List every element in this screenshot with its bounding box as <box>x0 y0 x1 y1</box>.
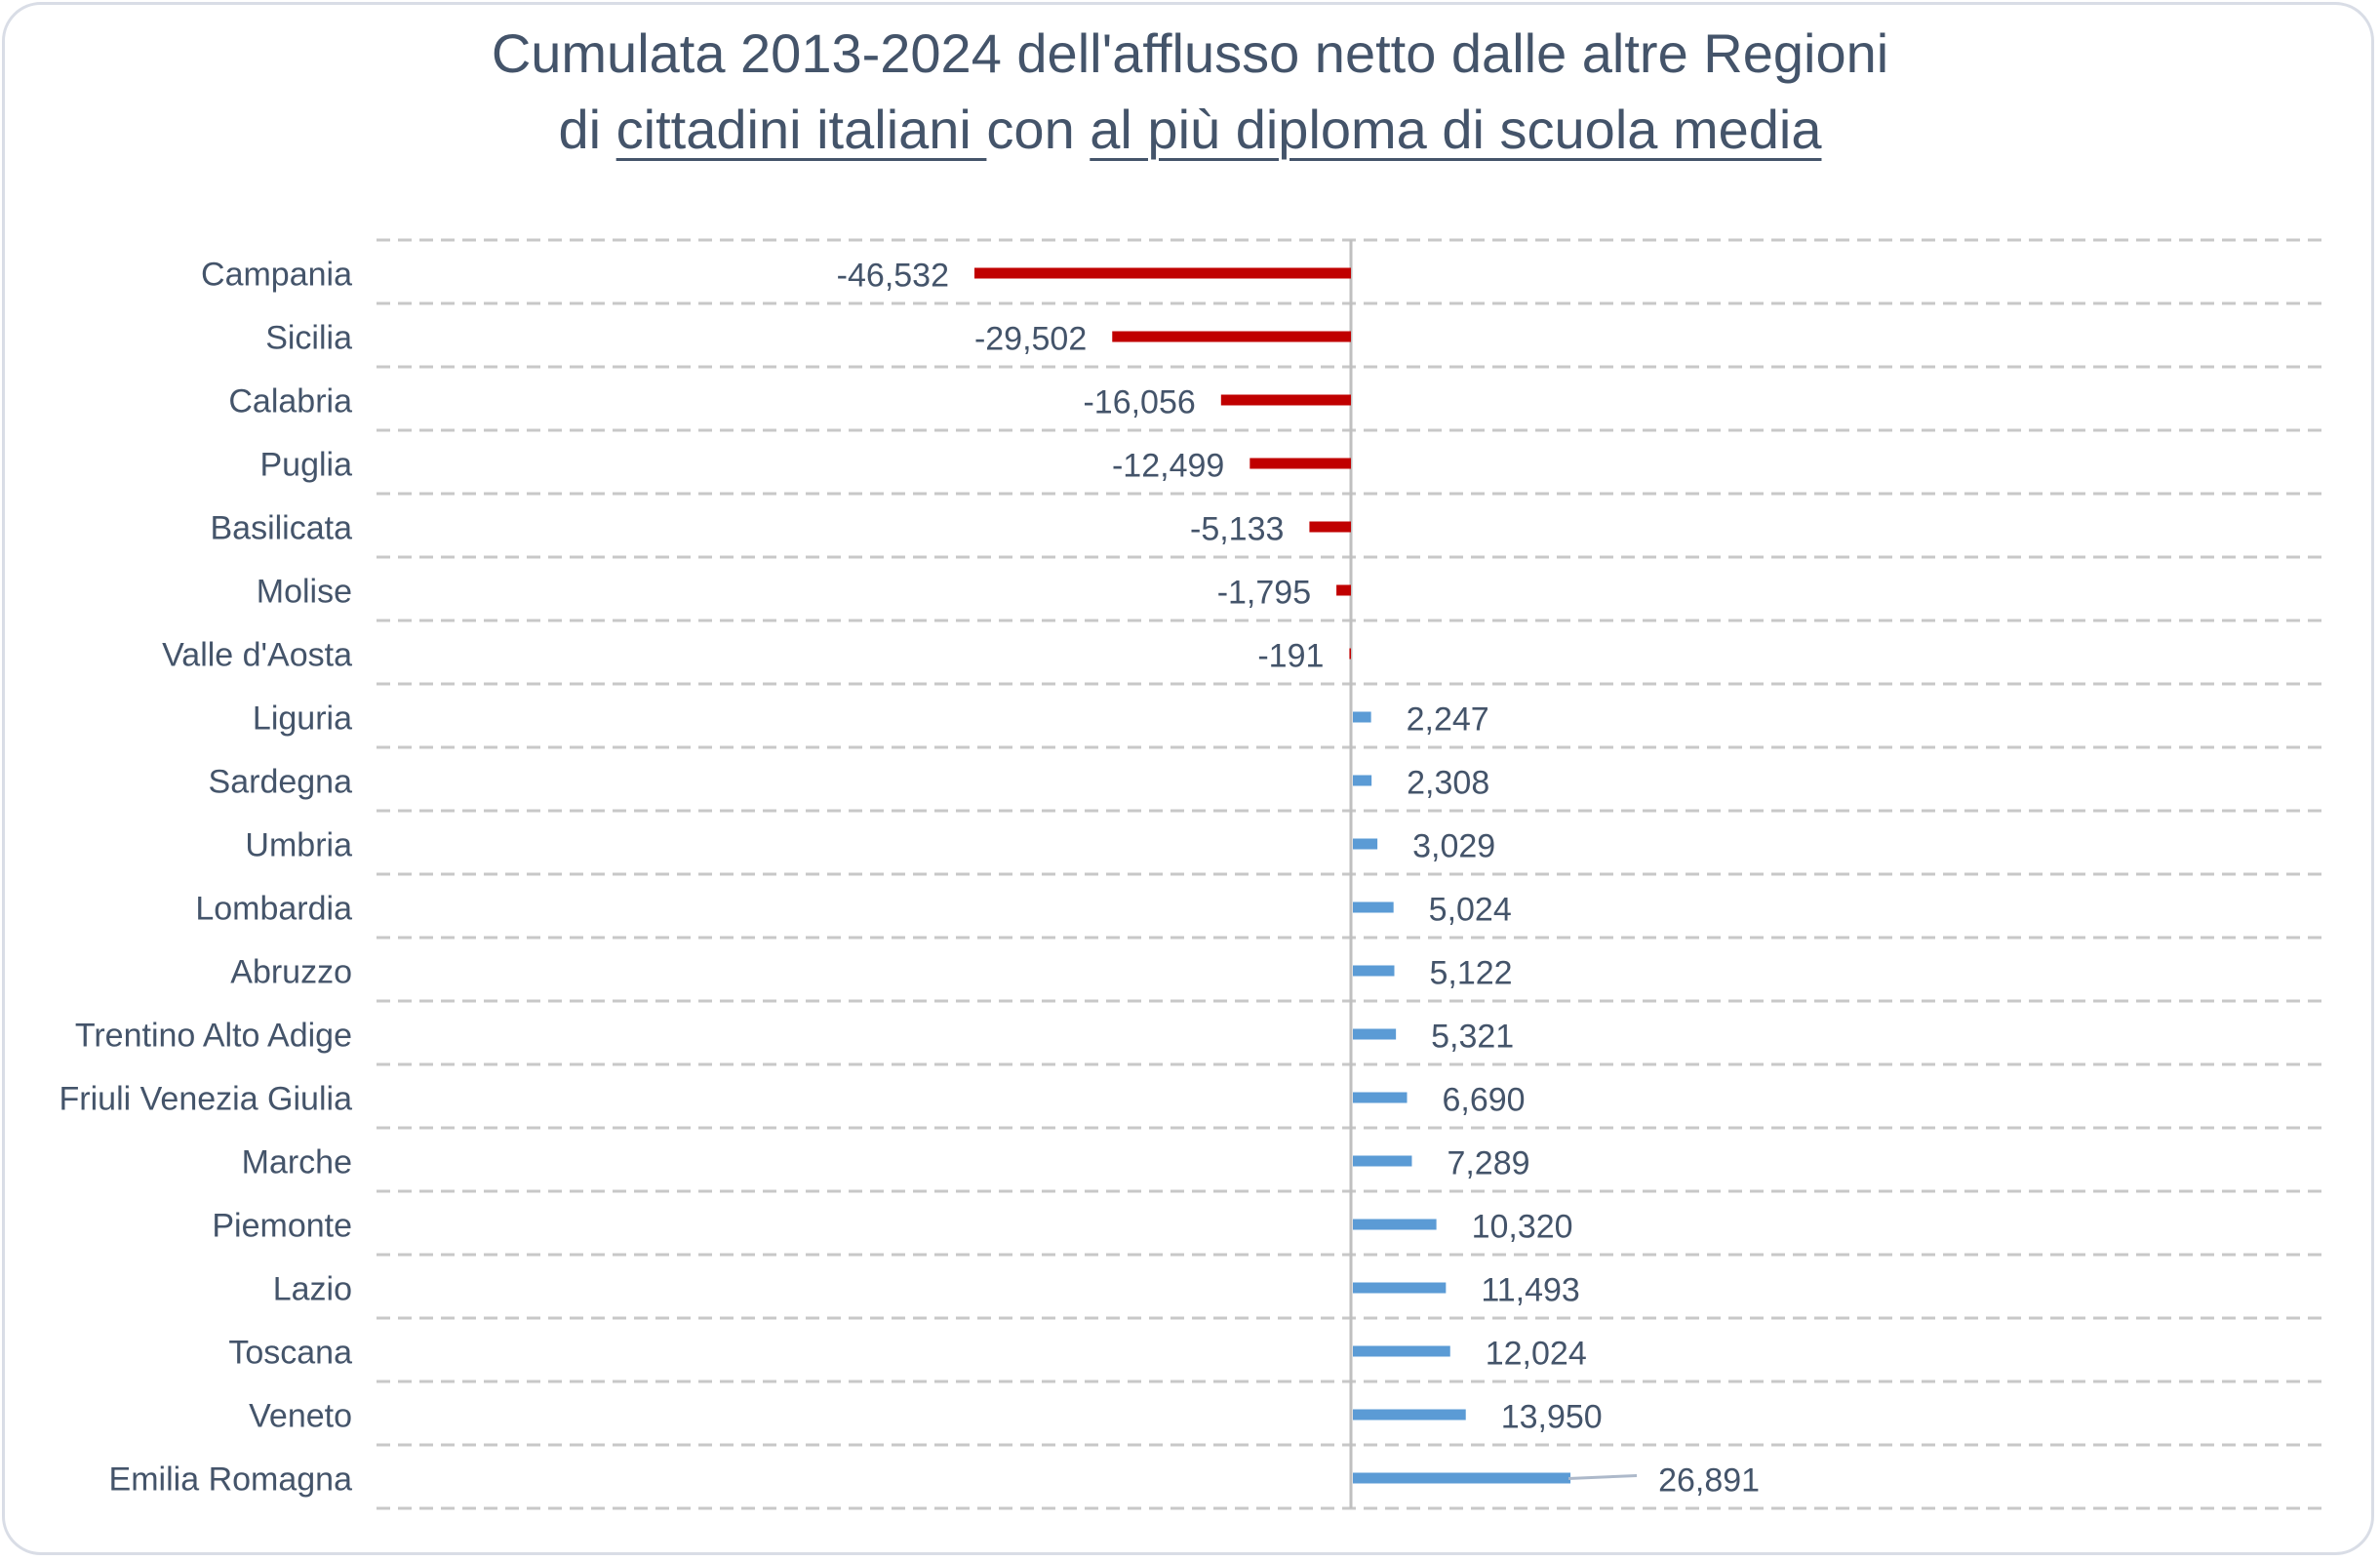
data-label: 6,690 <box>1442 1082 1525 1119</box>
bar <box>1220 394 1351 406</box>
bar <box>1353 838 1378 850</box>
data-label: -12,499 <box>1112 448 1224 485</box>
category-label: Calabria <box>228 383 352 420</box>
chart-title-line1: Cumulata 2013-2024 dell'afflusso netto d… <box>491 22 1889 84</box>
data-label: 2,247 <box>1407 701 1489 739</box>
data-label: 5,024 <box>1429 892 1512 929</box>
title-underlined-1: cittadini italiani <box>615 99 987 160</box>
category-label: Valle d'Aosta <box>162 637 352 674</box>
category-label: Liguria <box>253 700 352 738</box>
data-label: -16,056 <box>1083 384 1195 421</box>
bar <box>1353 1028 1397 1040</box>
category-label: Veneto <box>249 1398 352 1435</box>
bar <box>974 267 1351 279</box>
category-label: Toscana <box>228 1335 352 1372</box>
data-label: -5,133 <box>1190 511 1284 548</box>
title-middle: con <box>986 99 1091 160</box>
bar <box>1353 1409 1466 1421</box>
data-label: 5,321 <box>1431 1019 1514 1056</box>
bar <box>1353 711 1371 723</box>
bar <box>1353 1282 1447 1294</box>
bar <box>1353 901 1394 913</box>
bar <box>1349 648 1351 660</box>
data-label: 13,950 <box>1501 1399 1603 1436</box>
data-label: -1,795 <box>1217 575 1311 612</box>
category-label: Sicilia <box>265 320 352 357</box>
title-underlined-2: al più diploma di scuola media <box>1090 99 1822 160</box>
category-label: Trentino Alto Adige <box>75 1018 352 1055</box>
data-label: 10,320 <box>1472 1209 1573 1246</box>
bar <box>1336 584 1351 596</box>
bar <box>1309 521 1351 533</box>
bar <box>1353 1155 1412 1167</box>
category-label: Basilicata <box>210 510 352 547</box>
bar <box>1353 775 1372 786</box>
data-label: 5,122 <box>1429 955 1512 992</box>
category-label: Piemonte <box>212 1208 352 1245</box>
category-label: Emilia Romagna <box>109 1461 353 1499</box>
data-label: -191 <box>1257 638 1324 675</box>
data-label: 26,891 <box>1658 1462 1760 1500</box>
bar <box>1353 1472 1571 1484</box>
chart-title-line2: di cittadini italiani con al più diploma… <box>0 98 2380 161</box>
category-label: Sardegna <box>209 764 353 801</box>
leader-line <box>1568 1474 1638 1480</box>
bar <box>1250 458 1351 469</box>
data-label: 2,308 <box>1407 765 1489 802</box>
bar <box>1353 1092 1408 1103</box>
data-label: 11,493 <box>1481 1272 1579 1309</box>
bar <box>1353 1219 1437 1230</box>
title-prefix: di <box>558 99 616 160</box>
data-label: 12,024 <box>1486 1336 1587 1373</box>
category-label: Puglia <box>259 447 352 484</box>
bar <box>1112 331 1351 342</box>
bar <box>1353 965 1395 977</box>
category-label: Lombardia <box>195 891 352 928</box>
category-label: Lazio <box>273 1271 352 1308</box>
bar <box>1353 1345 1450 1357</box>
data-label: 3,029 <box>1412 828 1495 865</box>
data-label: -29,502 <box>974 321 1087 358</box>
category-label: Abruzzo <box>230 954 352 991</box>
category-label: Marche <box>242 1144 352 1181</box>
category-label: Campania <box>201 257 352 294</box>
category-label: Molise <box>257 574 352 611</box>
data-label: -46,532 <box>837 258 949 295</box>
category-label: Friuli Venezia Giulia <box>60 1081 353 1118</box>
category-label: Umbria <box>245 827 352 864</box>
data-label: 7,289 <box>1447 1145 1529 1182</box>
